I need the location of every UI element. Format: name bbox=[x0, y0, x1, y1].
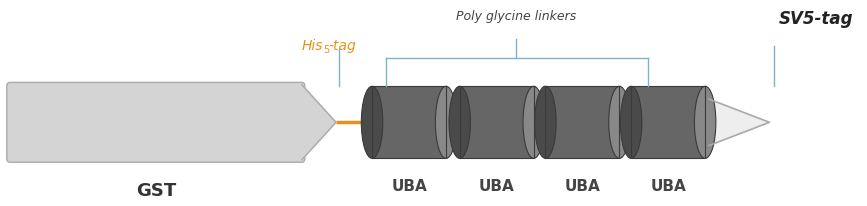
Text: -tag: -tag bbox=[329, 39, 356, 53]
FancyBboxPatch shape bbox=[7, 82, 305, 162]
Polygon shape bbox=[709, 99, 769, 145]
Bar bbox=[372, 86, 447, 158]
Bar bbox=[460, 86, 534, 158]
FancyBboxPatch shape bbox=[629, 86, 707, 158]
Ellipse shape bbox=[523, 86, 544, 158]
Ellipse shape bbox=[435, 86, 457, 158]
Ellipse shape bbox=[449, 86, 471, 158]
Ellipse shape bbox=[694, 86, 716, 158]
Text: Poly glycine linkers: Poly glycine linkers bbox=[456, 10, 577, 23]
Polygon shape bbox=[302, 85, 336, 160]
Bar bbox=[545, 86, 619, 158]
Ellipse shape bbox=[621, 86, 642, 158]
Bar bbox=[544, 86, 622, 158]
Bar bbox=[458, 86, 536, 158]
Bar bbox=[370, 86, 448, 158]
FancyBboxPatch shape bbox=[544, 86, 622, 158]
Text: 5: 5 bbox=[323, 45, 329, 55]
Text: GST: GST bbox=[136, 181, 176, 200]
Text: UBA: UBA bbox=[479, 179, 515, 194]
Ellipse shape bbox=[609, 86, 630, 158]
Ellipse shape bbox=[535, 86, 556, 158]
Ellipse shape bbox=[362, 86, 382, 158]
Bar bbox=[631, 86, 705, 158]
Bar bbox=[629, 86, 707, 158]
FancyBboxPatch shape bbox=[370, 86, 448, 158]
Text: SV5-tag: SV5-tag bbox=[779, 10, 854, 28]
Text: UBA: UBA bbox=[391, 179, 427, 194]
Text: UBA: UBA bbox=[564, 179, 600, 194]
FancyBboxPatch shape bbox=[458, 86, 536, 158]
Text: His: His bbox=[302, 39, 323, 53]
Text: UBA: UBA bbox=[650, 179, 686, 194]
